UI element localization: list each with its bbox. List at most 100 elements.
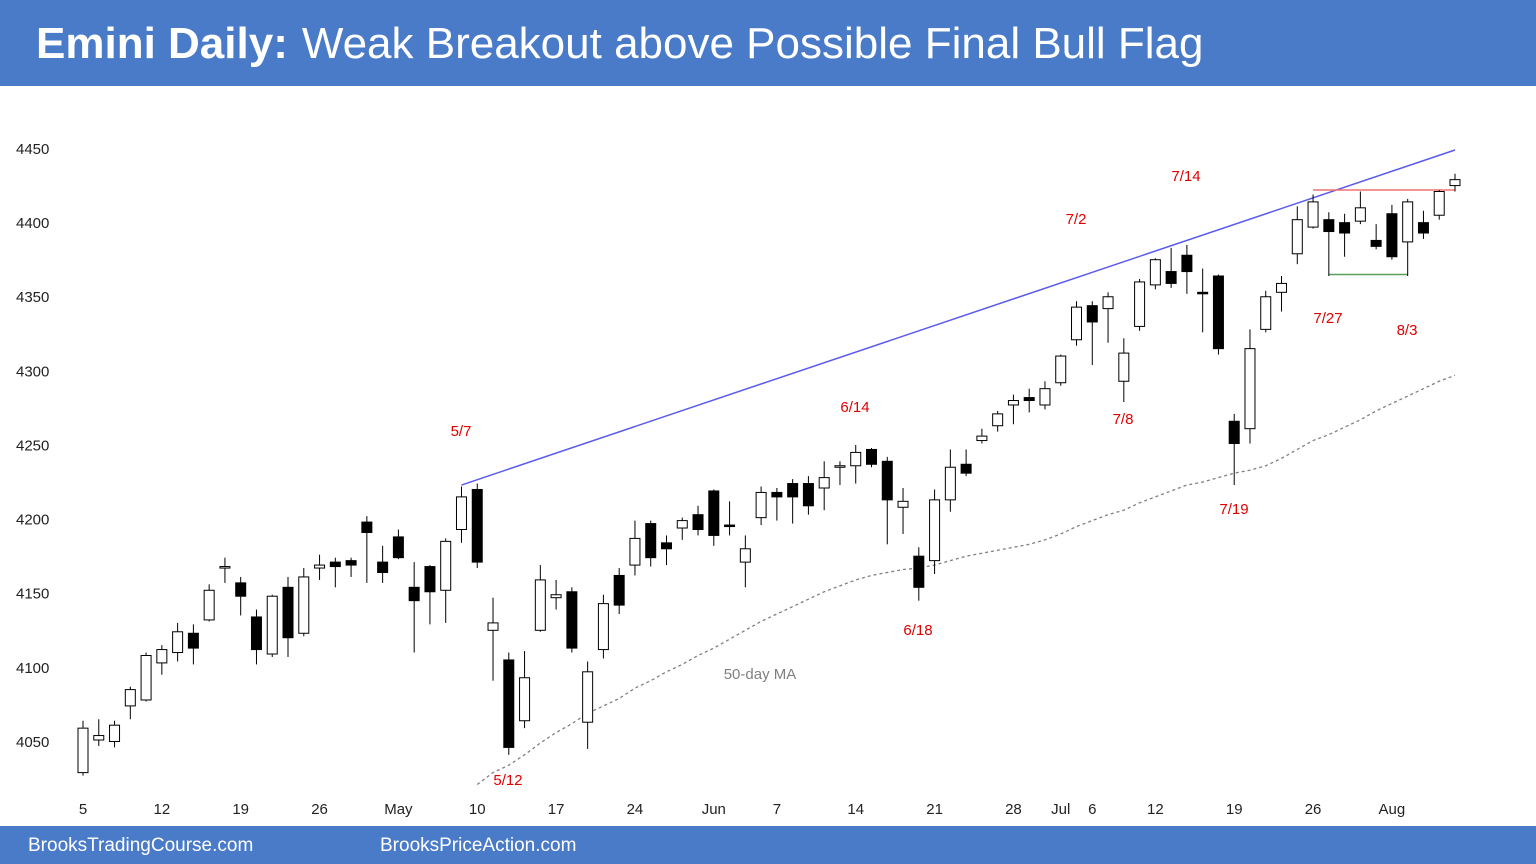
candle-body [929,499,941,562]
title-bold: Emini Daily: [36,19,288,68]
x-tick-label: 14 [847,801,864,818]
x-tick-label: Aug [1379,801,1406,818]
candle-body [377,561,389,573]
candle-body [250,616,262,651]
candle-body [187,632,199,649]
candle-body [944,466,956,501]
footer-link: BrooksPriceAction.com [380,835,576,856]
y-tick-label: 4350 [16,289,49,306]
annotation: 8/3 [1397,322,1418,339]
y-tick-label: 4200 [16,512,49,529]
y-tick-label: 4450 [16,141,49,158]
candle-body [913,555,925,588]
x-tick-label: 7 [773,801,781,818]
candle-body [1212,275,1224,350]
candle-body [1007,400,1019,406]
y-tick-label: 4300 [16,363,49,380]
candle-body [850,451,862,467]
trend-line [461,149,1456,486]
candle-body [1134,281,1146,327]
footer-bar [0,826,1536,864]
candle-body [582,671,594,723]
candle-body [1102,296,1114,310]
candle-body [881,460,893,501]
candle-body [140,655,152,701]
candle-body [109,724,121,742]
x-tick-label: 24 [627,801,644,818]
candle-body [755,491,767,519]
y-tick-label: 4050 [16,734,49,751]
candle-body [314,564,326,569]
candle-body [235,582,247,597]
x-tick-label: 12 [1147,801,1164,818]
candle-body [660,542,672,550]
candle-body [156,649,168,664]
x-tick-label: 17 [548,801,565,818]
candle-body [345,560,357,566]
candle-body [1149,259,1161,286]
candle-body [1370,239,1382,247]
candle-body [361,521,373,533]
candle-body [266,595,278,655]
annotation: 6/14 [840,399,869,416]
title-rest: Weak Breakout above Possible Final Bull … [302,19,1204,68]
candle-body [203,589,215,621]
candle-body [692,514,704,531]
candle-body [1323,219,1335,233]
y-tick-label: 4250 [16,437,49,454]
annotation: 7/8 [1113,411,1134,428]
candle-body [1165,271,1177,284]
candle-body [1118,352,1130,382]
candle-body [771,491,783,498]
candle-body [424,566,436,593]
annotation: 5/7 [451,423,472,440]
candle-body [1291,219,1303,255]
candle-body [1339,222,1351,234]
annotation: 5/12 [493,772,522,789]
annotation: 6/18 [903,622,932,639]
candle-body [519,677,531,722]
candle-body [172,631,184,654]
candle-body [1433,191,1445,216]
candle-body [298,576,310,634]
candle-body [77,727,89,774]
x-tick-label: May [384,801,413,818]
candle-body [1354,207,1366,222]
candle-body [897,500,909,508]
footer-link: BrooksTradingCourse.com [28,835,253,856]
candle-body [1039,388,1051,406]
candle-body [455,496,467,531]
candle-body [566,591,578,649]
candle-body [408,586,420,602]
candle-body [1228,420,1240,445]
annotation: 7/27 [1313,310,1342,327]
x-tick-label: 19 [1226,801,1243,818]
candle-body [1449,179,1461,187]
x-tick-label: 28 [1005,801,1022,818]
annotation: 7/2 [1066,211,1087,228]
y-tick-label: 4100 [16,660,49,677]
y-tick-label: 4150 [16,586,49,603]
candle-body [487,622,499,631]
candle-body [629,537,641,566]
candle-body [1244,348,1256,430]
candle-body [124,689,136,707]
x-tick-label: Jun [702,801,726,818]
candle-body [471,488,483,563]
candle-body [392,536,404,559]
candle-body [960,463,972,474]
candle-body [1055,355,1067,384]
candle-body [1071,306,1083,341]
x-tick-label: 26 [1305,801,1322,818]
candle-body [1023,397,1035,402]
candle-body [534,579,546,631]
candle-body [1417,222,1429,234]
candle-body [1402,201,1414,243]
x-tick-label: 21 [926,801,943,818]
candle-body [645,523,657,559]
candle-body [976,435,988,442]
candle-body [1276,282,1288,293]
candle-body [1197,291,1209,295]
